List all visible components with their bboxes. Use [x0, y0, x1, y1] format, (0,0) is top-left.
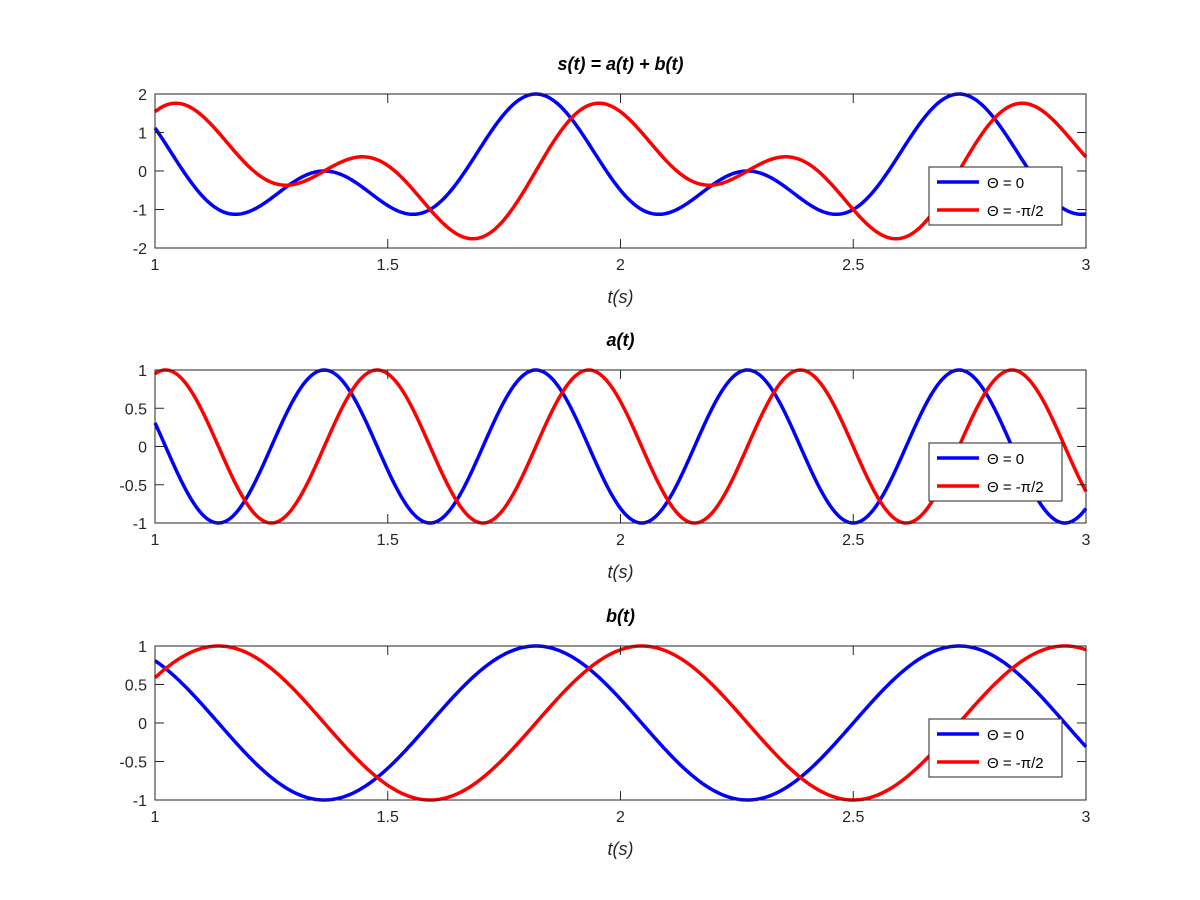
legend-label: Θ = 0 [987, 451, 1024, 468]
y-tick-label: -1 [133, 203, 147, 220]
x-tick-label: 3 [1082, 257, 1091, 274]
chart-title: a(t) [607, 330, 635, 350]
subplot-2: 1 1.5 2 2.5 3 -1 -0.5 0 0.5 1 b(t) t(s) Θ = 0 Θ = -π/… [119, 606, 1090, 859]
y-tick-label: 1 [138, 363, 147, 380]
legend: Θ = 0 Θ = -π/2 [928, 166, 1063, 226]
x-tick-label: 1.5 [377, 809, 399, 826]
y-tick-label: -2 [133, 241, 147, 258]
legend-label: Θ = -π/2 [987, 203, 1044, 220]
series-line-0 [153, 92, 1087, 217]
y-tick-label: 1 [138, 639, 147, 656]
x-tick-label: 2 [616, 532, 625, 549]
x-tick-label: 2.5 [842, 532, 864, 549]
series-line-0 [153, 368, 1088, 525]
x-tick-label: 2.5 [842, 257, 864, 274]
x-tick-label: 1 [151, 809, 160, 826]
y-tick-label: 0 [138, 716, 147, 733]
y-tick-label: -0.5 [119, 755, 147, 772]
x-axis-label: t(s) [608, 839, 634, 859]
y-tick-label: -0.5 [119, 478, 147, 495]
x-tick-label: 1 [151, 532, 160, 549]
x-tick-label: 1.5 [377, 257, 399, 274]
x-tick-label: 3 [1082, 532, 1091, 549]
x-axis-label: t(s) [608, 562, 634, 582]
y-tick-label: 2 [138, 87, 147, 104]
series-line-0 [154, 644, 1088, 802]
series-line-1 [154, 368, 1088, 525]
legend-box [928, 166, 1063, 226]
chart-title: b(t) [606, 606, 635, 626]
legend: Θ = 0 Θ = -π/2 [928, 442, 1063, 502]
y-tick-label: 0.5 [125, 401, 147, 418]
y-tick-label: 0.5 [125, 678, 147, 695]
legend-label: Θ = 0 [987, 175, 1024, 192]
x-tick-label: 2 [616, 257, 625, 274]
y-tick-label: 0 [138, 440, 147, 457]
subplot-0: 1 1.5 2 2.5 3 -2 -1 0 1 2 s(t) = a(t) + b(t) t(s) Θ … [133, 54, 1091, 307]
x-tick-label: 1 [151, 257, 160, 274]
legend-label: Θ = -π/2 [987, 479, 1044, 496]
x-axis-label: t(s) [608, 287, 634, 307]
y-tick-label: -1 [133, 793, 147, 810]
legend-box [928, 718, 1063, 778]
legend-label: Θ = 0 [987, 727, 1024, 744]
x-tick-label: 2.5 [842, 809, 864, 826]
x-tick-label: 2 [616, 809, 625, 826]
x-tick-label: 1.5 [377, 532, 399, 549]
legend-box [928, 442, 1063, 502]
x-tick-label: 3 [1082, 809, 1091, 826]
chart-title: s(t) = a(t) + b(t) [558, 54, 684, 74]
y-tick-label: 0 [138, 164, 147, 181]
subplot-1: 1 1.5 2 2.5 3 -1 -0.5 0 0.5 1 a(t) t(s) Θ = 0 Θ = -π/… [119, 330, 1090, 582]
legend: Θ = 0 Θ = -π/2 [928, 718, 1063, 778]
legend-label: Θ = -π/2 [987, 755, 1044, 772]
y-tick-label: 1 [138, 126, 147, 143]
y-tick-label: -1 [133, 516, 147, 533]
